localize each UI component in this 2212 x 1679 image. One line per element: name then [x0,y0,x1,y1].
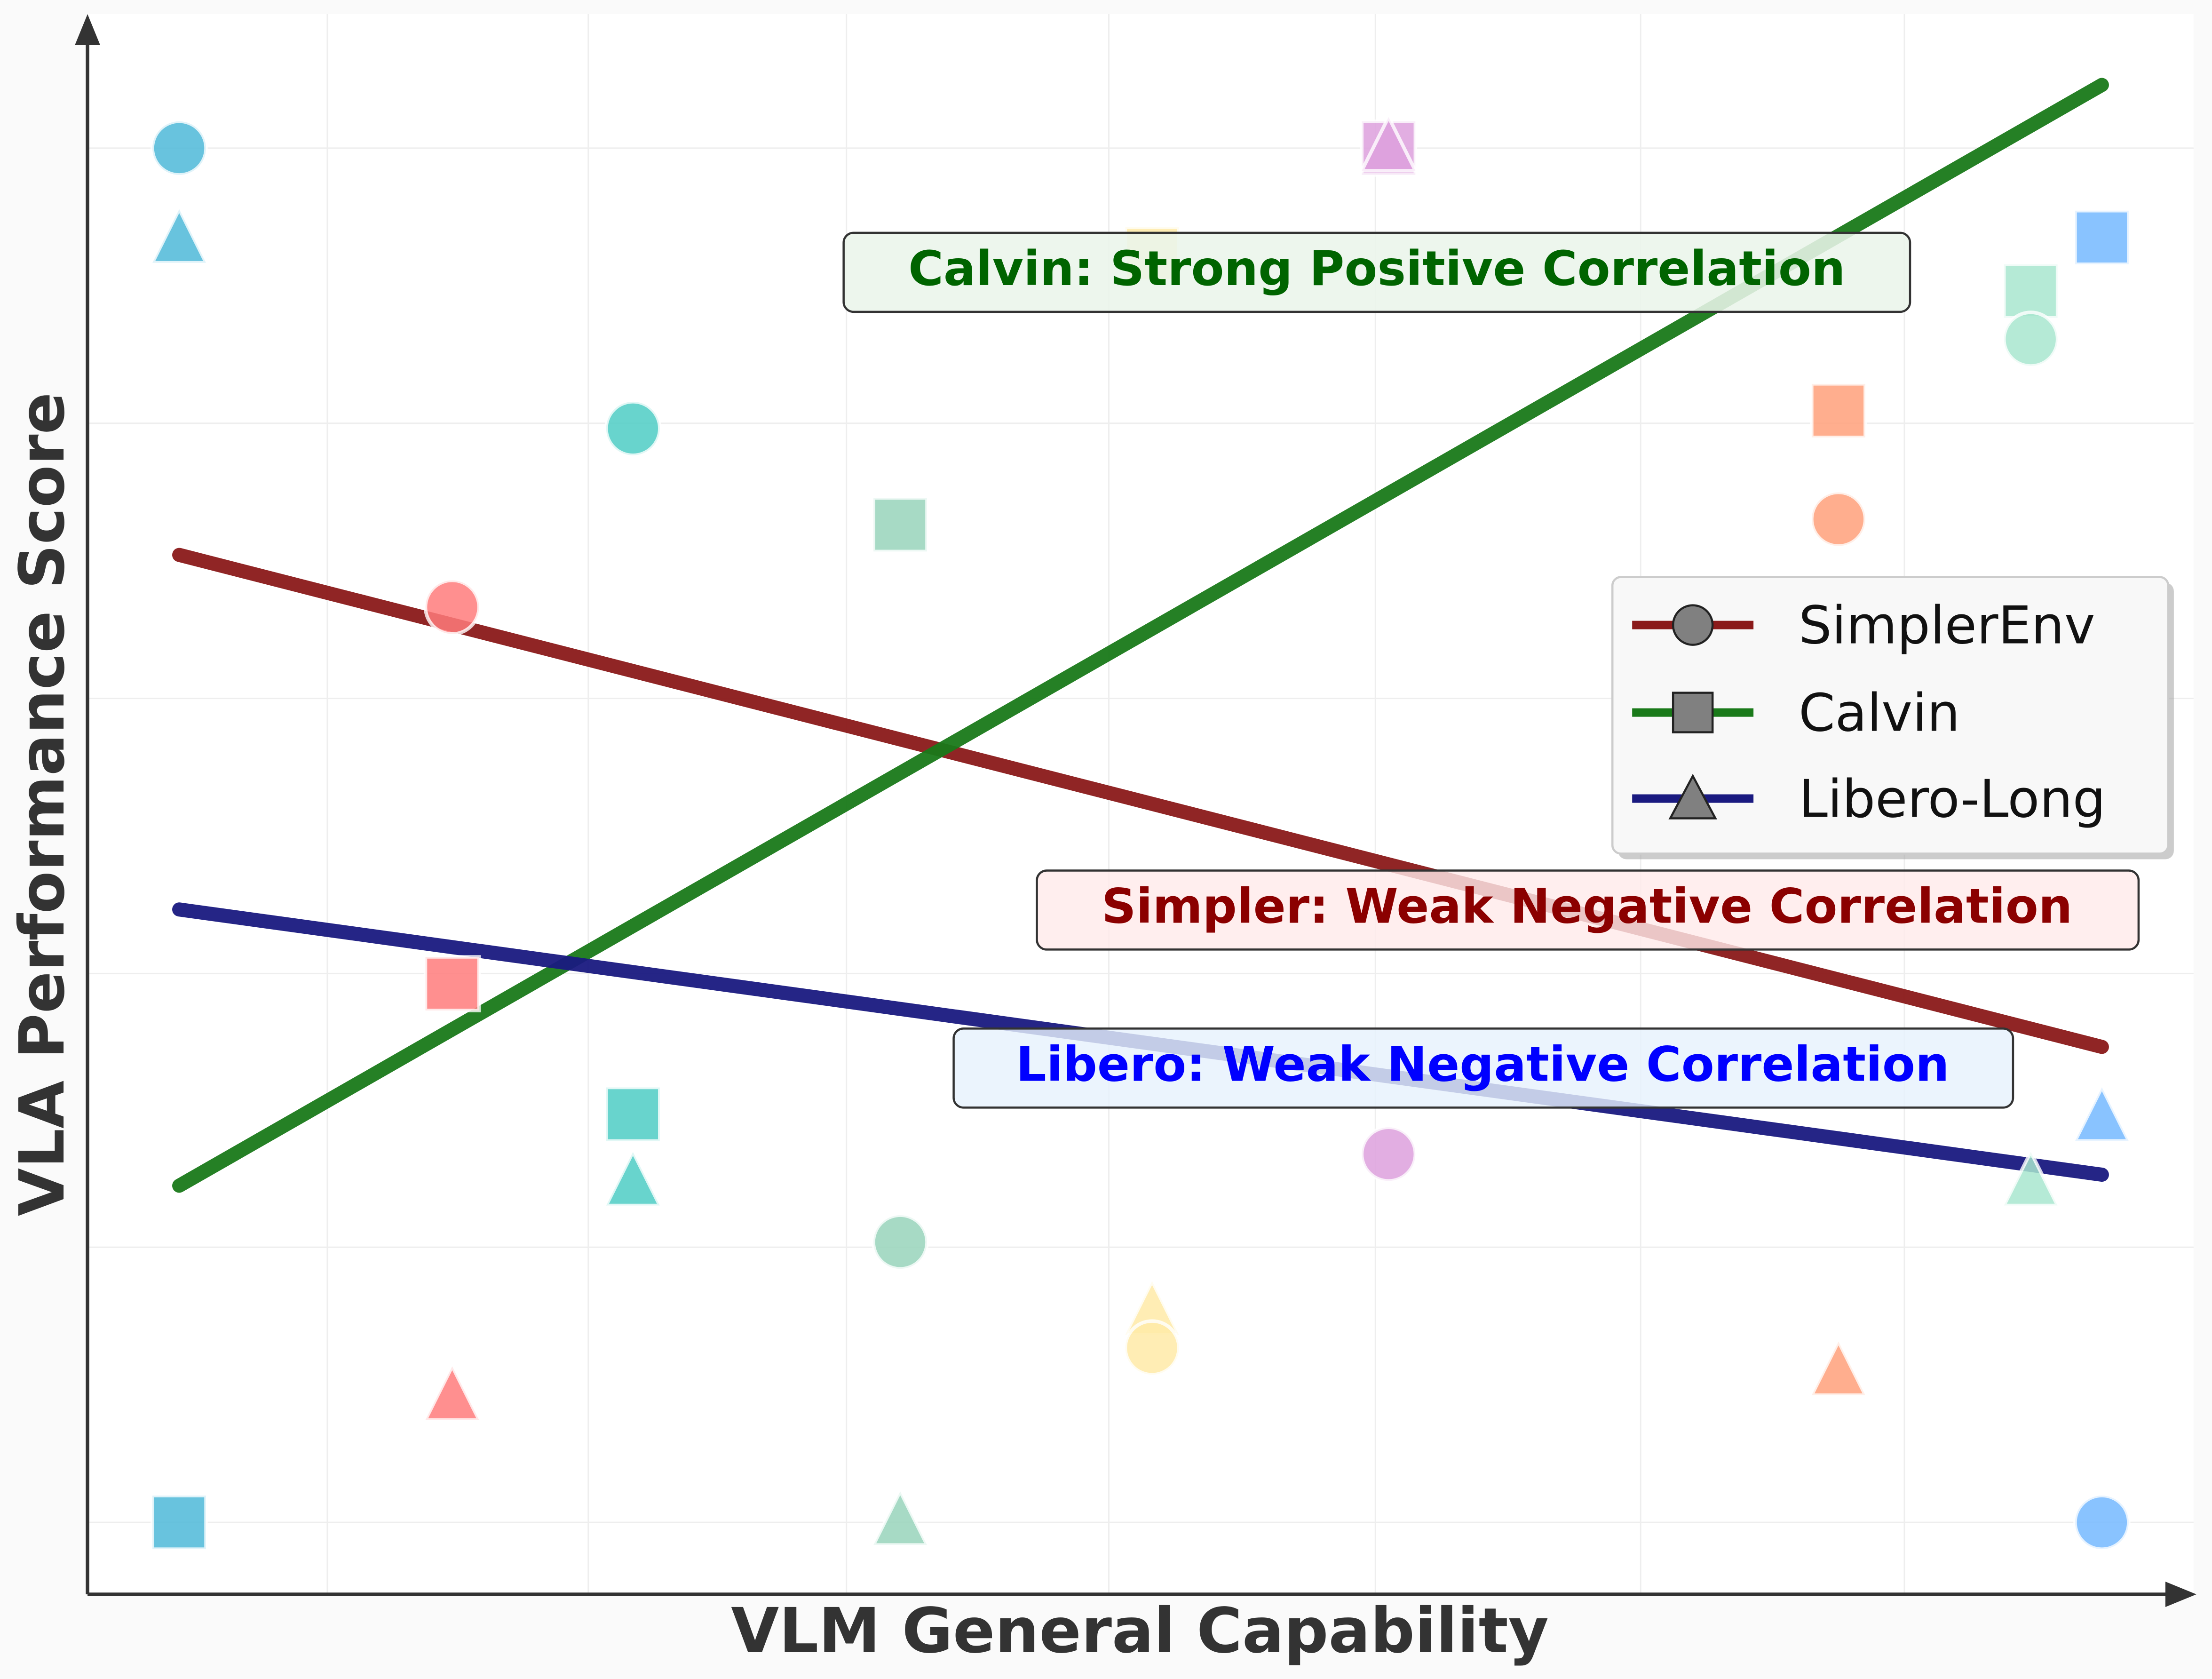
legend-label: Libero-Long [1799,769,2106,830]
annotation-simpler-text: Simpler: Weak Negative Correlation [1102,878,2072,934]
legend: SimplerEnv Calvin Libero-Long [1611,576,2174,859]
point-simpler-circle [872,1213,929,1271]
annotation-simpler: Simpler: Weak Negative Correlation [1036,869,2140,951]
point-libero-triangle [1359,113,1419,173]
x-axis-label: VLM General Capability [731,1595,1549,1667]
legend-box [1611,576,2170,855]
point-libero-triangle [422,1362,482,1422]
point-calvin-square [2002,262,2060,320]
legend-circle-icon [1672,604,1714,646]
point-simpler-circle [1360,1125,1418,1183]
legend-entry-calvin: Calvin [1632,683,1960,744]
point-simpler-circle [604,400,662,457]
trend-line-simplerenv [172,548,2109,1054]
annotation-calvin-text: Calvin: Strong Positive Correlation [908,241,1845,297]
point-calvin-square [151,1494,208,1551]
annotation-calvin: Calvin: Strong Positive Correlation [842,231,1911,313]
legend-triangle-icon [1668,773,1717,820]
point-libero-triangle [603,1148,663,1208]
point-simpler-circle [151,119,208,177]
legend-entry-simplerenv: SimplerEnv [1632,596,2095,656]
point-simpler-circle [1123,1319,1181,1377]
legend-label: SimplerEnv [1799,596,2095,656]
point-libero-triangle [150,205,209,265]
point-simpler-circle [1810,490,1867,548]
point-libero-triangle [2001,1148,2061,1208]
legend-entry-libero-long: Libero-Long [1632,769,2106,830]
annotation-libero: Libero: Weak Negative Correlation [952,1027,2014,1109]
annotation-libero-text: Libero: Weak Negative Correlation [1016,1036,1950,1092]
legend-square-icon [1672,692,1714,733]
point-calvin-square [872,496,929,554]
point-libero-triangle [870,1487,930,1547]
point-libero-triangle [1808,1337,1868,1397]
point-simpler-circle [2002,310,2060,368]
y-axis-label: VLA Performance Score [7,392,79,1216]
point-calvin-square [2073,209,2131,266]
point-calvin-square [604,1085,662,1143]
point-simpler-circle [2073,1494,2131,1551]
point-calvin-square [1810,382,1867,439]
x-axis-arrow [2165,1582,2196,1607]
point-calvin-square [423,955,481,1012]
point-simpler-circle [423,578,481,636]
legend-label: Calvin [1799,683,1960,744]
y-axis-arrow [75,14,101,45]
point-libero-triangle [2072,1083,2132,1143]
